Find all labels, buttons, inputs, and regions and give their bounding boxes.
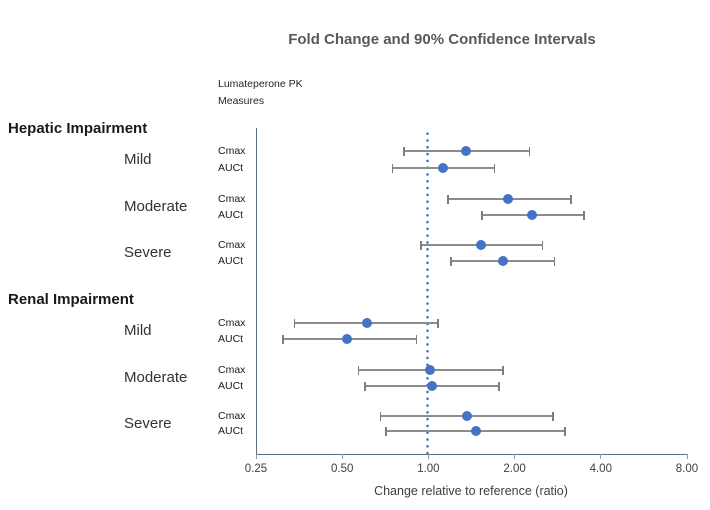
point-marker [361,318,372,328]
x-tick-mark [600,454,602,459]
x-tick-mark [686,454,688,459]
x-tick-label: 8.00 [675,463,699,475]
measure-label-cmax: Cmax [218,145,246,157]
error-bar-cap-high [415,334,418,344]
condition-label-renal-impairment-moderate: Moderate [124,369,188,386]
measure-label-auct: AUCt [218,255,244,267]
error-bar-cap-high [570,194,572,204]
condition-label-hepatic-impairment-moderate: Moderate [124,198,188,215]
point-marker [527,210,537,220]
point-marker [461,411,472,421]
measures-header-line1: Lumateperone PK [218,78,303,90]
point-marker [497,256,508,266]
measures-header-line2: Measures [218,95,265,107]
measures-column-header: Lumateperone PK Measures [218,76,303,110]
error-bar-cap-high [502,365,504,375]
x-tick-mark [341,454,343,459]
error-bar-cap-high [583,210,585,220]
error-bar-cap-low [391,163,394,173]
x-tick-label: 1.00 [417,463,440,475]
error-bar-cap-high [553,256,555,266]
error-bar-cap-low [282,334,284,344]
measure-label-cmax: Cmax [218,364,246,376]
point-marker [342,334,353,344]
x-tick-mark [427,454,429,459]
x-tick-mark [255,454,257,459]
x-tick-label: 0.50 [330,463,354,475]
error-bar-cap-low [364,381,366,391]
group-label-renal-impairment: Renal Impairment [8,291,134,308]
group-label-hepatic-impairment: Hepatic Impairment [8,120,148,137]
condition-label-renal-impairment-severe: Severe [124,414,172,432]
error-bar-cap-low [293,318,295,328]
x-tick-label: 4.00 [589,463,612,475]
error-bar-cap-low [379,411,382,421]
measure-label-auct: AUCt [218,425,244,437]
point-marker [503,194,514,204]
x-tick-label: 0.25 [244,463,268,475]
error-bar-cap-high [437,318,439,328]
measure-label-cmax: Cmax [218,239,246,251]
measure-label-cmax: Cmax [218,410,246,422]
condition-label-renal-impairment-mild: Mild [124,322,152,339]
error-bar-cap-high [564,426,566,436]
x-tick-mark [514,454,516,459]
measure-label-auct: AUCt [218,380,244,392]
point-marker [427,381,438,391]
error-bar-cap-low [385,426,387,436]
error-bar-cap-high [552,411,554,421]
error-bar-cap-low [403,146,405,156]
measure-label-cmax: Cmax [218,193,246,205]
point-marker [424,365,435,375]
x-tick-label: 2.00 [503,463,526,475]
measure-label-cmax: Cmax [218,317,246,329]
condition-label-hepatic-impairment-mild: Mild [124,150,152,168]
x-axis-line [256,454,688,455]
reference-line [426,132,429,456]
error-bar-cap-low [420,240,422,250]
point-marker [437,163,448,173]
chart-title: Fold Change and 90% Confidence Intervals [288,31,596,48]
point-marker [471,426,482,436]
error-bar-cap-high [541,240,544,250]
measure-label-auct: AUCt [218,162,244,174]
error-bar-cap-low [450,256,452,266]
condition-label-hepatic-impairment-severe: Severe [124,244,172,261]
error-bar-cap-high [528,146,530,156]
x-axis-title: Change relative to reference (ratio) [374,484,568,498]
error-bar-cap-high [498,381,500,391]
error-bar-cap-low [481,210,483,220]
error-bar-cap-low [357,365,360,375]
point-marker [460,146,471,156]
measure-label-auct: AUCt [218,333,244,345]
error-bar-cap-high [493,163,496,173]
measure-label-auct: AUCt [218,209,244,221]
error-bar-cap-low [447,194,449,204]
point-marker [475,240,486,250]
plot-left-border [256,128,257,455]
